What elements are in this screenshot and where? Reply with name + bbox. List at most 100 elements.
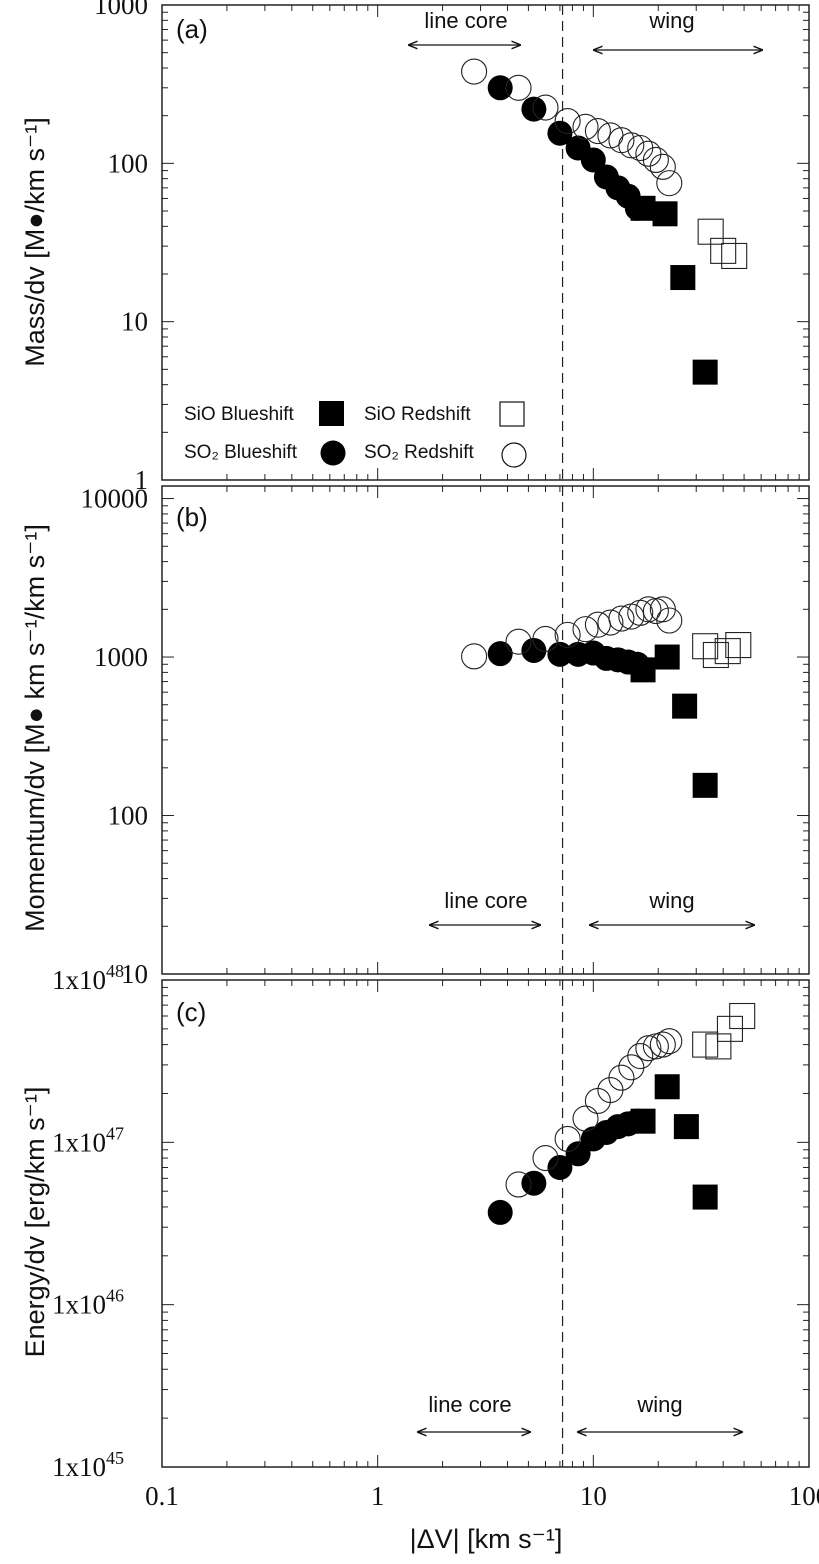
- data-point-so2-blueshift: [521, 637, 547, 663]
- data-point-sio-redshift: [705, 1033, 732, 1060]
- legend: SiO Blueshift SiO Redshift SO₂ Blueshift…: [184, 401, 527, 468]
- y-tick-label: 100: [108, 148, 149, 178]
- y-tick-label: 10000: [81, 484, 149, 514]
- data-point-so2-blueshift: [487, 641, 513, 667]
- data-point-so2-blueshift: [624, 195, 650, 221]
- y-tick-label: 10: [121, 307, 148, 337]
- data-point-so2-redshift: [597, 609, 624, 636]
- panel-c: 1x1045 1x1046 1x1047 1x1048 0.1 1 10 100 (c) li…: [20, 961, 819, 1554]
- data-point-sio-blueshift: [654, 1074, 680, 1100]
- legend-label-sio-red: SiO Redshift: [364, 404, 471, 425]
- data-point-sio-blueshift: [692, 359, 718, 385]
- data-point-so2-redshift: [656, 170, 683, 197]
- data-point-sio-redshift: [692, 1031, 719, 1058]
- y-tick-exponent: 45: [106, 1448, 124, 1468]
- data-point-so2-redshift: [656, 1028, 683, 1055]
- x-tick-label: 1: [371, 1481, 385, 1511]
- x-tick-label: 100: [789, 1481, 819, 1511]
- panel-a: 1 10 100 1000 (a) line core wing SiO Bluesh…: [20, 0, 810, 495]
- legend-label-so2-blue: SO₂ Blueshift: [184, 442, 298, 463]
- data-point-so2-redshift: [572, 616, 599, 643]
- core-label-c: line core: [428, 1392, 511, 1417]
- plot-frame-a: [161, 4, 810, 481]
- panel-label-c: (c): [176, 997, 206, 1027]
- x-tick-label: 10: [580, 1481, 607, 1511]
- data-point-sio-redshift: [714, 638, 741, 665]
- data-point-so2-redshift: [635, 140, 662, 167]
- data-point-so2-redshift: [649, 1031, 676, 1058]
- y-tick-label: 1000: [94, 642, 148, 672]
- data-point-sio-redshift: [702, 641, 729, 669]
- legend-marker-so2-blue: [320, 440, 346, 466]
- core-label-a: line core: [424, 8, 507, 33]
- data-point-so2-redshift: [627, 1043, 654, 1070]
- data-point-sio-redshift: [692, 633, 719, 660]
- data-point-so2-redshift: [554, 621, 581, 648]
- data-point-sio-blueshift: [692, 1184, 718, 1210]
- y-tick-exponent: 47: [106, 1123, 124, 1143]
- data-point-so2-redshift: [608, 605, 635, 632]
- data-point-sio-blueshift: [654, 644, 680, 670]
- data-point-so2-redshift: [572, 113, 599, 140]
- y-tick-label: 1x1047: [52, 1123, 124, 1157]
- data-point-so2-redshift: [554, 107, 581, 135]
- data-point-so2-redshift: [461, 643, 488, 670]
- plot-frame-b: [161, 485, 810, 975]
- data-point-sio-blueshift: [672, 693, 698, 719]
- data-point-sio-blueshift: [652, 201, 678, 227]
- data-point-so2-redshift: [649, 153, 676, 180]
- legend-marker-sio-red: [499, 401, 525, 427]
- data-point-so2-redshift: [656, 607, 683, 634]
- y-tick-label: 1: [135, 465, 149, 495]
- wing-label-b: wing: [648, 888, 694, 913]
- x-tick-label: 0.1: [145, 1481, 179, 1511]
- y-axis-label-c: Energy/dv [erg/km s⁻¹]: [20, 1087, 50, 1358]
- data-point-so2-redshift: [532, 94, 559, 121]
- data-point-so2-redshift: [554, 1125, 581, 1152]
- data-point-so2-redshift: [618, 132, 645, 159]
- data-point-so2-blueshift: [547, 120, 573, 146]
- data-point-sio-redshift: [710, 237, 737, 264]
- data-point-so2-blueshift: [521, 1170, 547, 1196]
- legend-marker-sio-blue: [319, 401, 344, 426]
- legend-label-sio-blue: SiO Blueshift: [184, 404, 295, 425]
- y-tick-label: 10: [121, 959, 148, 989]
- data-point-so2-redshift: [642, 146, 669, 174]
- data-point-so2-redshift: [572, 1105, 599, 1132]
- legend-label-so2-red: SO₂ Redshift: [364, 442, 475, 463]
- data-point-so2-redshift: [505, 628, 532, 655]
- wing-label-a: wing: [648, 8, 694, 33]
- data-point-so2-redshift: [505, 74, 532, 101]
- data-point-sio-blueshift: [673, 1114, 699, 1140]
- plot-frame-c: [161, 979, 810, 1468]
- data-point-so2-blueshift: [624, 651, 650, 677]
- data-point-so2-blueshift: [580, 147, 606, 173]
- y-axis-label-a: Mass/dv [M●/km s⁻¹]: [20, 117, 50, 367]
- data-point-sio-blueshift: [692, 772, 718, 798]
- y-axis-label-b: Momentum/dv [M● km s⁻¹/km s⁻¹]: [20, 524, 50, 932]
- y-tick-label: 1x1045: [52, 1448, 124, 1482]
- data-point-sio-blueshift: [670, 265, 696, 291]
- core-label-b: line core: [444, 888, 527, 913]
- y-tick-exponent: 46: [106, 1286, 124, 1306]
- data-point-sio-redshift: [725, 632, 752, 659]
- data-point-so2-redshift: [618, 1054, 645, 1081]
- data-point-so2-redshift: [608, 1064, 635, 1091]
- data-point-so2-blueshift: [487, 75, 513, 101]
- panel-b: 10 100 1000 10000 (b) line core wing Moment…: [20, 484, 810, 989]
- data-point-so2-blueshift: [521, 96, 547, 122]
- data-point-so2-redshift: [635, 596, 662, 623]
- data-point-so2-redshift: [505, 1171, 532, 1198]
- data-point-so2-redshift: [532, 625, 559, 653]
- data-point-sio-redshift: [721, 242, 748, 270]
- data-point-so2-redshift: [461, 58, 488, 85]
- y-tick-label: 1x1046: [52, 1286, 124, 1320]
- data-point-so2-blueshift: [547, 1154, 573, 1180]
- wing-label-c: wing: [636, 1392, 682, 1417]
- legend-marker-so2-red: [501, 442, 527, 468]
- y-tick-exponent: 48: [106, 961, 124, 981]
- y-tick-label: 1x1048: [52, 961, 124, 995]
- panel-label-a: (a): [176, 14, 208, 44]
- data-point-so2-redshift: [584, 117, 611, 145]
